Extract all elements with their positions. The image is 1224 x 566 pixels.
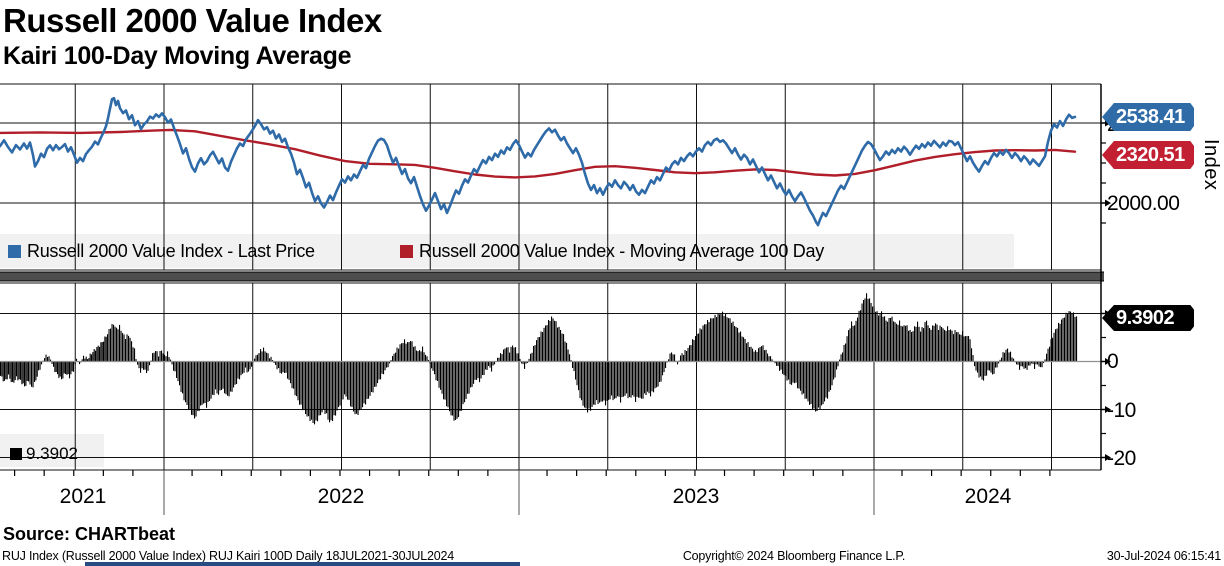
xtick-2023: 2023 bbox=[672, 485, 720, 508]
legend-moving-average: Russell 2000 Value Index - Moving Averag… bbox=[400, 240, 824, 262]
y-axis-title: Index bbox=[1200, 139, 1222, 191]
page-subtitle: Kairi 100-Day Moving Average bbox=[3, 42, 352, 70]
legend-moving-average-label: Russell 2000 Value Index - Moving Averag… bbox=[419, 240, 824, 261]
chart-canvas bbox=[0, 83, 1111, 515]
xtick-2022: 2022 bbox=[317, 485, 365, 508]
legend-kairi: 9.3902 bbox=[10, 444, 78, 464]
moving-average-tag: 2320.51 bbox=[1102, 141, 1194, 169]
bottom-blue-strip bbox=[85, 562, 520, 566]
legend-last-price: Russell 2000 Value Index - Last Price bbox=[8, 240, 315, 262]
legend-last-price-label: Russell 2000 Value Index - Last Price bbox=[27, 240, 315, 261]
page-title: Russell 2000 Value Index bbox=[3, 2, 382, 39]
legend-kairi-value: 9.3902 bbox=[26, 444, 78, 463]
last-price-tag: 2538.41 bbox=[1102, 103, 1194, 131]
ytick-0: 0 bbox=[1107, 350, 1119, 373]
kairi-value-tag: 9.3902 bbox=[1102, 305, 1194, 331]
last-price-swatch-icon bbox=[8, 244, 21, 258]
ytick-2000: 2000.00 bbox=[1107, 192, 1180, 215]
kairi-swatch-icon bbox=[10, 448, 22, 460]
ytick-minus10: -10 bbox=[1107, 399, 1136, 422]
moving-average-swatch-icon bbox=[400, 244, 413, 258]
footer-copyright: Copyright© 2024 Bloomberg Finance L.P. bbox=[682, 549, 906, 563]
xtick-2021: 2021 bbox=[59, 485, 107, 508]
xtick-2024: 2024 bbox=[964, 485, 1012, 508]
source-note: Source: CHARTbeat bbox=[3, 524, 176, 544]
footer-ticker-info: RUJ Index (Russell 2000 Value Index) RUJ… bbox=[2, 549, 454, 563]
footer-timestamp: 30-Jul-2024 06:15:41 bbox=[1106, 549, 1221, 563]
ytick-minus20: -20 bbox=[1107, 447, 1136, 470]
